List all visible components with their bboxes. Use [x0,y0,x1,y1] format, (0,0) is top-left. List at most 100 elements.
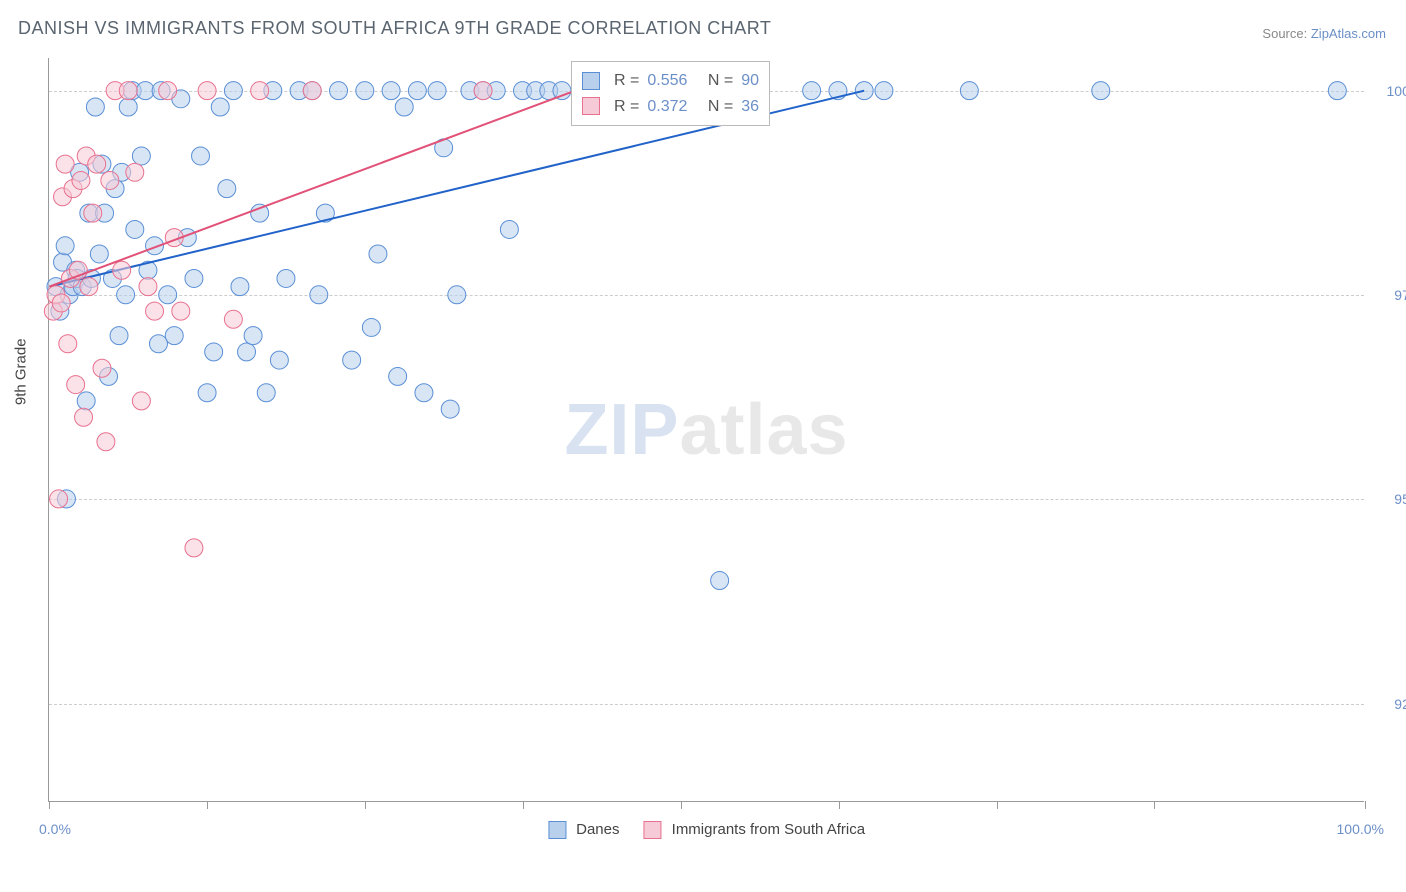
legend-label-sa: Immigrants from South Africa [672,821,865,838]
source-attribution: Source: ZipAtlas.com [1262,26,1386,41]
r-value-danes: 0.556 [647,68,687,94]
data-point [132,392,150,410]
data-point [448,286,466,304]
x-tick [523,801,524,809]
data-point [84,204,102,222]
data-point [803,82,821,100]
y-axis-title: 9th Grade [13,338,30,405]
data-point [356,82,374,100]
bottom-legend: Danes Immigrants from South Africa [548,821,865,839]
data-point [56,155,74,173]
data-point [80,278,98,296]
data-point [369,245,387,263]
x-axis-max-label: 100.0% [1337,821,1384,837]
data-point [408,82,426,100]
y-tick-label: 97.5% [1394,287,1406,303]
r-value-sa: 0.372 [647,94,687,120]
data-point [855,82,873,100]
data-point [1328,82,1346,100]
data-point [52,294,70,312]
n-label: N = [708,94,733,120]
data-point [110,327,128,345]
data-point [192,147,210,165]
y-tick-label: 95.0% [1394,491,1406,507]
data-point [185,269,203,287]
source-label: Source: [1262,26,1307,41]
data-point [474,82,492,100]
data-point [117,286,135,304]
legend-swatch-danes [548,821,566,839]
data-point [149,335,167,353]
data-point [165,327,183,345]
data-point [389,367,407,385]
data-point [251,82,269,100]
data-point [362,318,380,336]
trend-line [49,91,575,287]
y-tick-label: 92.5% [1394,696,1406,712]
source-link[interactable]: ZipAtlas.com [1311,26,1386,41]
data-point [172,302,190,320]
data-point [257,384,275,402]
x-axis-min-label: 0.0% [39,821,71,837]
swatch-danes [582,72,600,90]
data-point [97,433,115,451]
n-value-danes: 90 [741,68,759,94]
data-point [1092,82,1110,100]
legend-label-danes: Danes [576,821,619,838]
data-point [72,171,90,189]
data-point [500,220,518,238]
data-point [218,180,236,198]
data-point [113,261,131,279]
data-point [139,278,157,296]
data-point [711,572,729,590]
r-label: R = [614,68,639,94]
stats-row-sa: R = 0.372 N = 36 [582,94,759,120]
plot-area: ZIPatlas 92.5%95.0%97.5%100.0% 9th Grade… [48,58,1364,802]
legend-item-sa: Immigrants from South Africa [643,821,865,839]
n-value-sa: 36 [741,94,759,120]
data-point [238,343,256,361]
data-point [126,220,144,238]
data-point [198,82,216,100]
data-point [67,376,85,394]
x-tick [207,801,208,809]
chart-title: DANISH VS IMMIGRANTS FROM SOUTH AFRICA 9… [18,18,771,39]
x-tick [1365,801,1366,809]
data-point [132,147,150,165]
data-point [205,343,223,361]
data-point [428,82,446,100]
data-point [159,286,177,304]
data-point [277,269,295,287]
data-point [415,384,433,402]
data-point [441,400,459,418]
x-tick [49,801,50,809]
n-label: N = [708,68,733,94]
x-tick [681,801,682,809]
x-tick [997,801,998,809]
data-point [50,490,68,508]
legend-item-danes: Danes [548,821,620,839]
data-point [382,82,400,100]
y-tick-label: 100.0% [1387,83,1406,99]
data-point [395,98,413,116]
data-point [875,82,893,100]
x-tick [839,801,840,809]
legend-swatch-sa [643,821,661,839]
data-point [310,286,328,304]
data-point [330,82,348,100]
r-label: R = [614,94,639,120]
data-point [88,155,106,173]
data-point [119,82,137,100]
data-point [75,408,93,426]
data-point [244,327,262,345]
data-point [960,82,978,100]
x-tick [365,801,366,809]
data-point [146,302,164,320]
chart-container: DANISH VS IMMIGRANTS FROM SOUTH AFRICA 9… [0,0,1406,892]
data-point [101,171,119,189]
data-point [77,392,95,410]
data-point [119,98,137,116]
x-tick [1154,801,1155,809]
stats-legend-box: R = 0.556 N = 90 R = 0.372 N = 36 [571,61,770,126]
data-point [56,237,74,255]
